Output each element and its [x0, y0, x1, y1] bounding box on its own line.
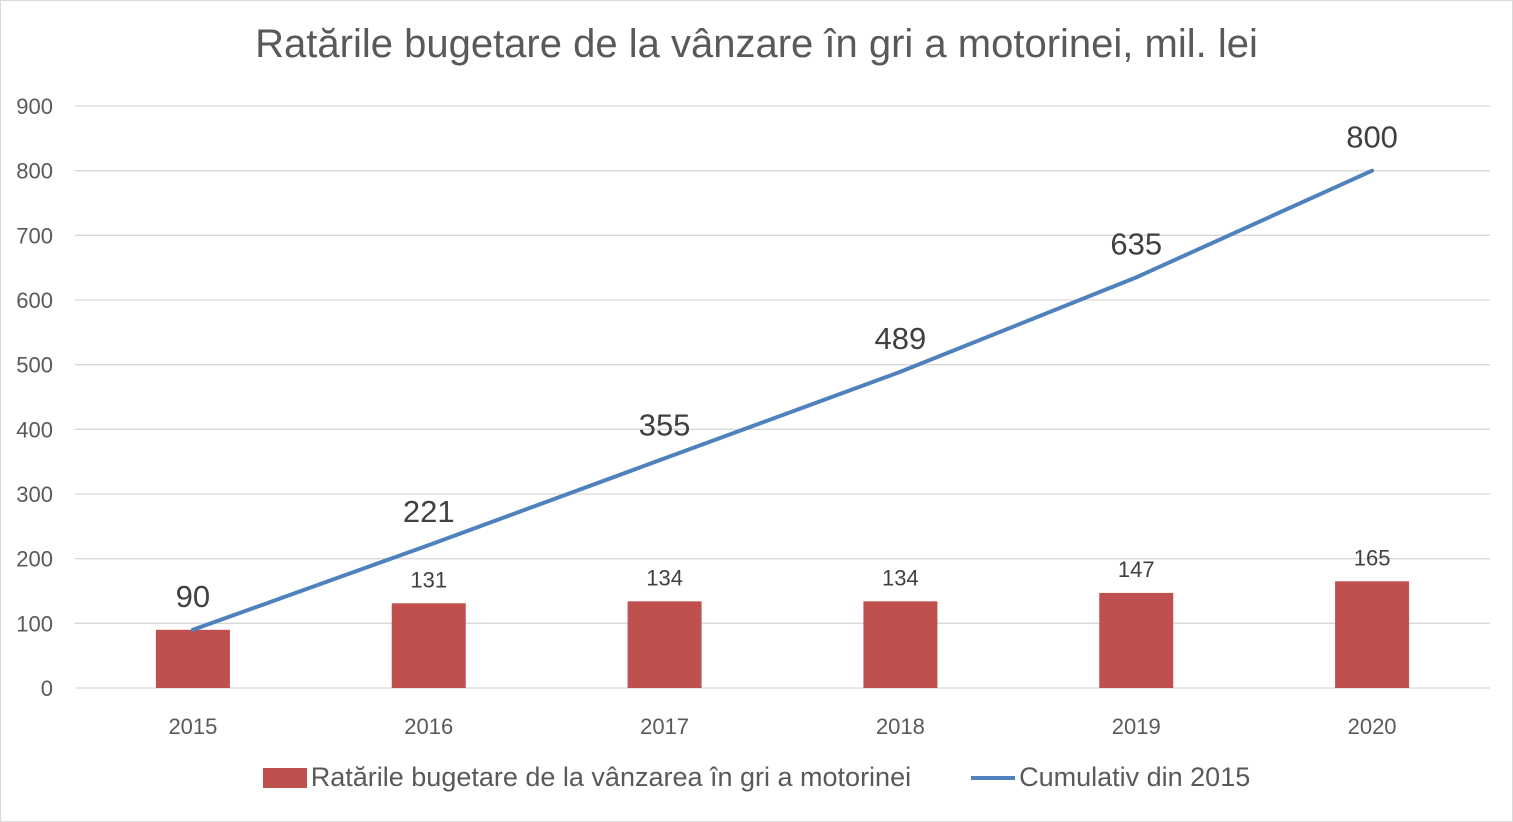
bar	[863, 601, 938, 688]
x-tick-label: 2018	[876, 714, 925, 739]
legend-label-bars: Ratările bugetare de la vânzarea în gri …	[310, 762, 912, 792]
y-tick-label: 100	[16, 611, 53, 636]
line-value-label: 221	[403, 494, 455, 529]
y-tick-label: 0	[41, 676, 53, 701]
line-value-label: 635	[1110, 226, 1162, 261]
data-labels: 131 134 134 147 165 90 221 355 489 635 800	[176, 120, 1398, 614]
bar	[391, 603, 466, 688]
y-tick-label: 700	[16, 223, 53, 248]
gridlines	[75, 105, 1490, 689]
x-tick-label: 2016	[404, 714, 453, 739]
bar-value-label: 131	[410, 567, 447, 592]
line-value-label: 800	[1346, 120, 1398, 155]
x-tick-label: 2020	[1348, 714, 1397, 739]
bar	[155, 629, 230, 688]
bar-value-label: 134	[882, 565, 919, 590]
legend-swatch-line	[971, 775, 1016, 780]
bar	[627, 601, 702, 688]
y-tick-label: 200	[16, 547, 53, 572]
bar-value-label: 134	[646, 565, 683, 590]
bar-series	[155, 581, 1410, 688]
x-tick-label: 2015	[168, 714, 217, 739]
line-value-label: 90	[176, 579, 210, 614]
legend-label-line: Cumulativ din 2015	[1019, 762, 1251, 792]
bar	[1099, 592, 1174, 688]
y-tick-label: 400	[16, 417, 53, 442]
y-tick-label: 300	[16, 482, 53, 507]
line-series	[190, 168, 1375, 632]
legend-swatch-bars	[262, 767, 307, 788]
y-tick-label: 600	[16, 288, 53, 313]
legend-item-line: Cumulativ din 2015	[971, 762, 1250, 793]
x-axis-ticks: 2015 2016 2017 2018 2019 2020	[168, 714, 1396, 739]
bar	[1335, 581, 1410, 688]
legend-item-bars: Ratările bugetare de la vânzarea în gri …	[262, 762, 912, 793]
line-value-label: 489	[875, 321, 927, 356]
bar-value-label: 147	[1118, 557, 1155, 582]
cumulative-line	[190, 168, 1375, 632]
legend: Ratările bugetare de la vânzarea în gri …	[0, 762, 1513, 793]
bar-value-label: 165	[1354, 545, 1391, 570]
y-tick-label: 800	[16, 159, 53, 184]
y-tick-label: 500	[16, 353, 53, 378]
line-value-label: 355	[639, 407, 691, 442]
y-axis-ticks: 0 100 200 300 400 500 600 700 800 900	[16, 94, 53, 701]
chart-title: Ratările bugetare de la vânzare în gri a…	[255, 22, 1258, 66]
y-tick-label: 900	[16, 94, 53, 119]
x-tick-label: 2019	[1112, 714, 1161, 739]
x-tick-label: 2017	[640, 714, 689, 739]
